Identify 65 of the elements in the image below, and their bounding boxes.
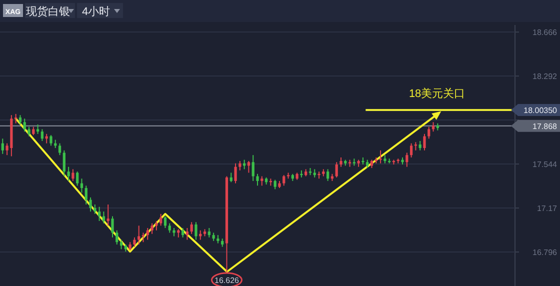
candlestick bbox=[282, 174, 286, 186]
candlestick bbox=[160, 213, 162, 226]
candlestick bbox=[111, 216, 114, 238]
candlestick bbox=[252, 154, 254, 182]
candlestick bbox=[1, 138, 4, 154]
candlestick bbox=[58, 142, 62, 156]
chart-title: 现货白银 bbox=[26, 6, 70, 18]
y-tick-label: 17.544 bbox=[532, 160, 558, 170]
candlestick bbox=[208, 228, 210, 238]
candlestick bbox=[102, 211, 106, 224]
candlestick bbox=[230, 172, 232, 183]
candlestick bbox=[84, 185, 88, 205]
y-tick-label: 16.796 bbox=[532, 248, 558, 258]
candlestick bbox=[116, 230, 118, 245]
candlestick bbox=[181, 228, 184, 238]
candlestick bbox=[164, 216, 167, 229]
candlestick bbox=[62, 150, 66, 177]
candlestick bbox=[423, 133, 426, 151]
candlestick bbox=[335, 162, 338, 178]
candlestick bbox=[406, 152, 408, 168]
candlestick bbox=[120, 239, 123, 250]
candlestick bbox=[36, 124, 40, 134]
candlestick bbox=[186, 228, 189, 240]
candlestick bbox=[106, 204, 110, 226]
candlestick bbox=[340, 156, 342, 168]
text: 4小时 bbox=[82, 5, 110, 18]
candlestick bbox=[194, 222, 198, 240]
ref-line-label: 17.868 bbox=[532, 122, 558, 131]
candlestick bbox=[76, 171, 79, 186]
candlestick bbox=[94, 204, 96, 214]
candlestick bbox=[260, 176, 264, 186]
y-tick-label: 18.292 bbox=[532, 72, 558, 82]
candlestick bbox=[98, 206, 101, 222]
candlestick bbox=[410, 142, 413, 158]
candlestick bbox=[326, 168, 330, 182]
y-tick-label: 18.666 bbox=[532, 28, 558, 38]
annotation: 16.626 bbox=[214, 276, 240, 286]
candlestick bbox=[50, 134, 52, 146]
candlestick bbox=[247, 160, 250, 174]
candlestick bbox=[155, 220, 158, 231]
candlestick bbox=[72, 168, 74, 182]
candlestick bbox=[28, 126, 30, 137]
candlestick bbox=[138, 225, 140, 245]
candlestick bbox=[80, 178, 84, 194]
candlestick bbox=[89, 196, 92, 212]
candlestick bbox=[418, 140, 422, 151]
candlestick bbox=[428, 126, 430, 140]
annotation: 18美元关口 bbox=[408, 86, 466, 100]
ref-line-label: 18.00350 bbox=[524, 106, 558, 115]
candlestick bbox=[256, 173, 259, 186]
candlestick bbox=[274, 179, 276, 190]
candlestick bbox=[168, 222, 171, 234]
candlestick bbox=[238, 160, 242, 171]
candlestick bbox=[133, 236, 136, 248]
candlestick bbox=[18, 114, 22, 126]
candlestick bbox=[146, 228, 149, 240]
candlestick bbox=[40, 128, 44, 142]
candlestick bbox=[379, 150, 382, 164]
candlestick bbox=[67, 166, 70, 182]
candlestick bbox=[432, 122, 435, 132]
candlestick bbox=[23, 118, 26, 132]
y-tick-label: 17.17 bbox=[536, 204, 558, 214]
candlestick bbox=[150, 222, 154, 234]
candlestick bbox=[234, 162, 237, 184]
candlestick bbox=[190, 222, 193, 234]
